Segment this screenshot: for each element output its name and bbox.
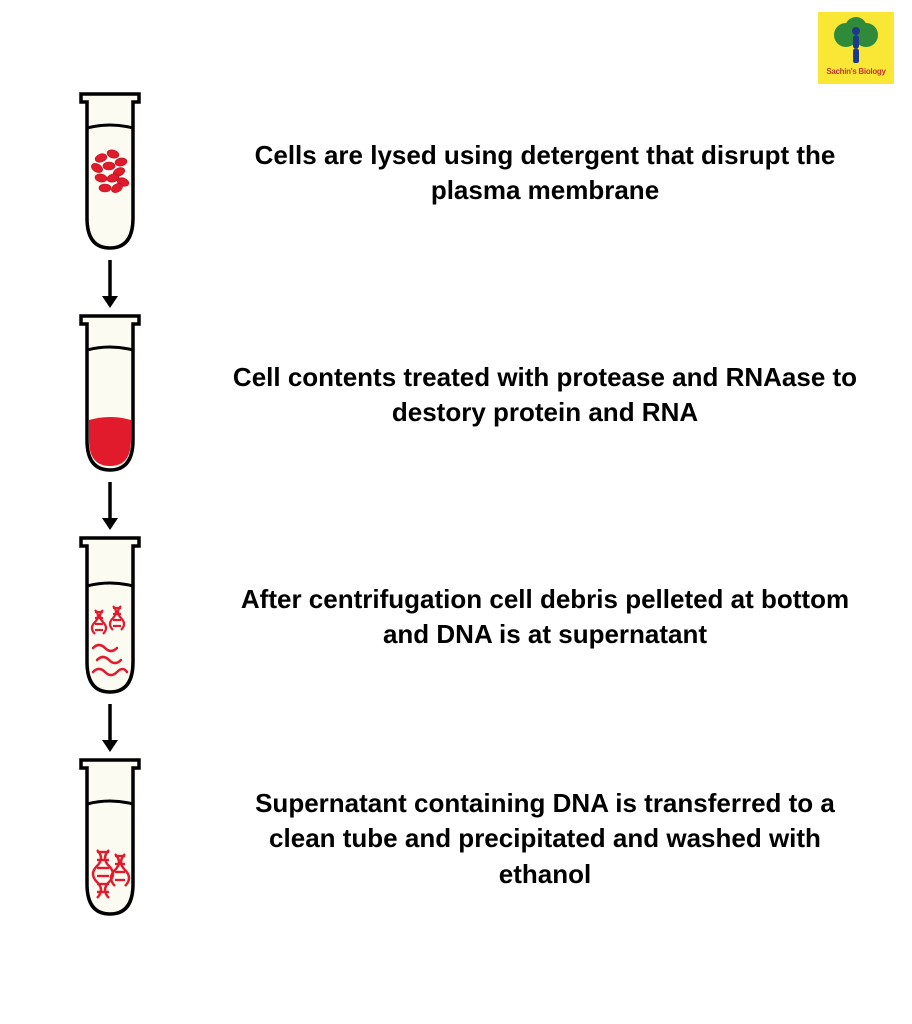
arrow-down-icon (97, 702, 123, 754)
tree-icon (834, 17, 878, 65)
test-tube-pellet-icon (71, 310, 149, 480)
step-4: Supernatant containing DNA is transferre… (40, 754, 880, 924)
test-tube-cells-icon (71, 88, 149, 258)
step-2: Cell contents treated with protease and … (40, 310, 880, 480)
brand-text: Sachin's Biology (826, 67, 885, 76)
test-tube-dna-debris-icon (71, 532, 149, 702)
arrow-down-icon (97, 480, 123, 532)
step-1: Cells are lysed using detergent that dis… (40, 88, 880, 258)
step-3: After centrifugation cell debris pellete… (40, 532, 880, 702)
step-1-description: Cells are lysed using detergent that dis… (220, 138, 870, 208)
dna-extraction-flowchart: Cells are lysed using detergent that dis… (40, 88, 880, 924)
arrow-down-icon (97, 258, 123, 310)
step-3-description: After centrifugation cell debris pellete… (220, 582, 870, 652)
test-tube-dna-icon (71, 754, 149, 924)
step-2-description: Cell contents treated with protease and … (220, 360, 870, 430)
brand-logo: Sachin's Biology (818, 12, 894, 84)
step-4-description: Supernatant containing DNA is transferre… (220, 786, 870, 891)
